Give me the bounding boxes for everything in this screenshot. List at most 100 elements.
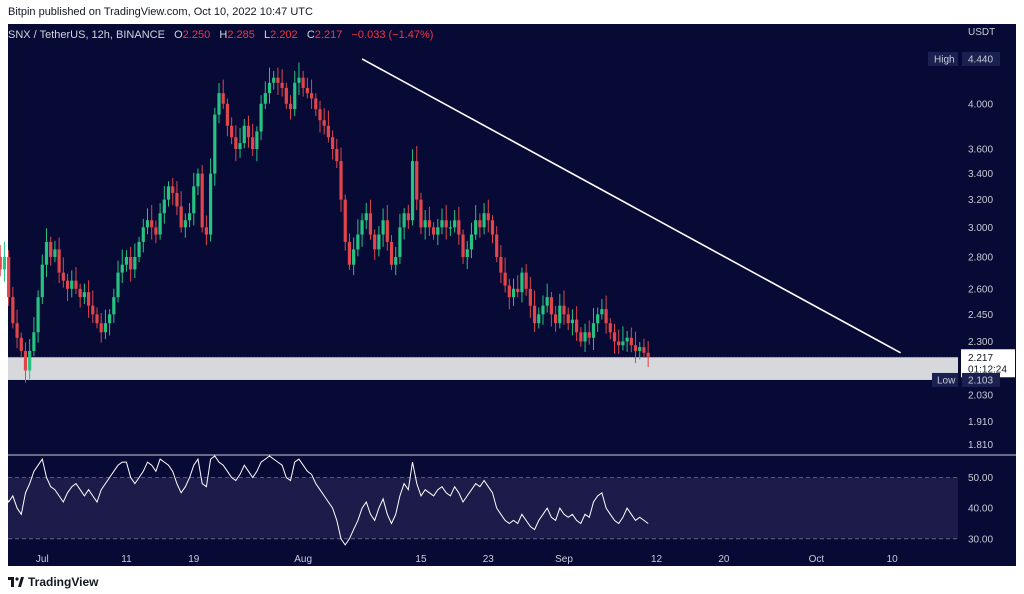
time-tick-label: 19 — [188, 554, 200, 565]
candle-body — [57, 249, 61, 273]
candle-body — [183, 220, 187, 228]
candle-body — [246, 125, 251, 138]
low-value: 2.202 — [270, 29, 298, 41]
candle-body — [112, 297, 116, 315]
candle-body — [486, 213, 490, 221]
last-price-box — [961, 349, 1015, 378]
open-value: 2.250 — [182, 29, 211, 41]
candle-body — [120, 264, 124, 273]
close-value: 2.217 — [314, 29, 343, 41]
trendline — [361, 58, 901, 354]
candle-body — [575, 319, 579, 333]
candle-body — [465, 249, 469, 257]
time-tick-label: Aug — [294, 554, 312, 565]
candle-body — [293, 82, 297, 110]
candle-body — [129, 256, 133, 270]
candle-body — [2, 256, 7, 270]
candle-body — [587, 332, 591, 338]
candle-body — [217, 93, 221, 115]
candle-body — [532, 305, 537, 324]
candle-body — [394, 256, 398, 265]
candle-body — [474, 220, 478, 235]
candle-body — [469, 234, 474, 250]
candle-body — [364, 213, 368, 221]
candle-body — [259, 103, 263, 132]
candle-body — [516, 288, 520, 293]
price-tick-label: 2.450 — [968, 310, 993, 321]
candle-body — [124, 256, 129, 265]
low-marker-label: Low — [937, 375, 956, 386]
candle-body — [503, 272, 507, 286]
candle-body — [368, 213, 373, 235]
candle-body — [263, 93, 267, 104]
price-tick-label: 2.800 — [968, 252, 993, 263]
candle-body — [553, 314, 558, 324]
countdown-label: 01:12:24 — [968, 364, 1007, 375]
candle-body — [40, 264, 44, 298]
candle-body — [95, 314, 99, 324]
candle-body — [566, 314, 570, 324]
candle-body — [91, 305, 95, 315]
candle-body — [642, 347, 646, 353]
low-value-box — [962, 372, 1000, 387]
candle-body — [453, 220, 457, 228]
candle-body — [301, 77, 305, 88]
candle-body — [377, 234, 381, 250]
candle-body — [596, 314, 600, 324]
support-zone — [8, 356, 958, 380]
candle-body — [562, 305, 566, 315]
rsi-pane: 50.00 40.00 30.00 — [0, 454, 1016, 546]
candle-body — [410, 161, 415, 221]
candle-body — [461, 234, 465, 257]
candle-body — [482, 213, 486, 228]
candle-body — [646, 352, 650, 357]
candle-body — [108, 314, 112, 324]
tradingview-logo-icon — [8, 577, 24, 587]
candle-body — [225, 103, 230, 126]
candle-body — [137, 241, 141, 257]
candle-body — [583, 332, 587, 342]
candle-body — [297, 77, 301, 83]
high-label: H — [219, 29, 228, 41]
rsi-tick-label: 50.00 — [968, 473, 993, 484]
candle-body — [339, 161, 343, 200]
candle-body — [625, 337, 629, 342]
candle-body — [621, 341, 625, 346]
candle-body — [600, 309, 604, 315]
candle-body — [267, 82, 272, 94]
time-tick-label: 23 — [483, 554, 495, 565]
candle-body — [204, 227, 208, 235]
candle-body — [82, 292, 86, 298]
price-tick-label: 3.600 — [968, 145, 993, 156]
support-zone-band — [8, 357, 958, 380]
candle-body — [166, 186, 171, 200]
price-tick-label: 1.910 — [968, 417, 993, 428]
candle-body — [415, 161, 419, 200]
candle-body — [0, 256, 2, 270]
time-tick-label: 11 — [121, 554, 132, 565]
candle-body — [444, 220, 448, 228]
price-tick-label: 1.810 — [968, 440, 993, 451]
candle-body — [11, 297, 15, 324]
candle-body — [406, 213, 410, 221]
candle-body — [150, 220, 154, 228]
candle-body — [423, 220, 427, 228]
candle-body — [7, 256, 11, 298]
candle-body — [200, 173, 204, 228]
candle-body — [141, 227, 145, 242]
price-axis: USDT 4.000 3.600 3.400 3.200 3.000 2.800 2.600 2… — [928, 27, 1015, 451]
candle-body — [19, 337, 23, 351]
last-price-label: 2.217 — [968, 353, 993, 364]
low-value-label: 2.103 — [968, 375, 993, 386]
candle-body — [15, 323, 19, 338]
candle-body — [511, 288, 516, 298]
symbol-info: SNX / TetherUS, 12h, BINANCE O2.250 H2.2… — [8, 29, 433, 41]
candle-body — [44, 241, 49, 265]
candle-body — [579, 332, 583, 342]
candle-body — [103, 323, 108, 333]
candle-body — [36, 297, 40, 333]
candle-body — [145, 220, 150, 228]
candle-body — [427, 220, 431, 228]
rsi-tick-label: 40.00 — [968, 504, 993, 515]
